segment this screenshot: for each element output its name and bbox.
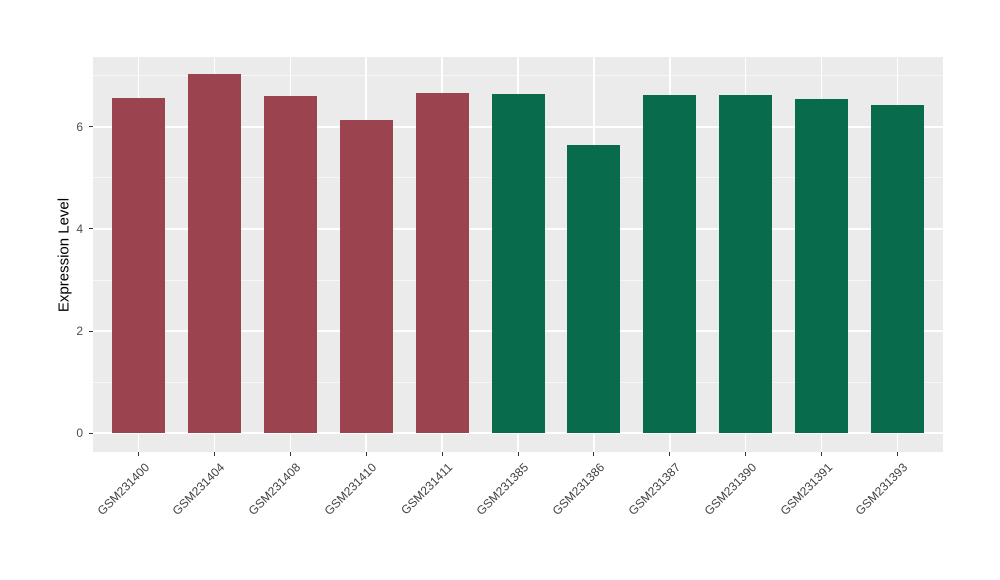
- x-tick: [593, 452, 595, 456]
- y-tick-label: 6: [76, 119, 83, 134]
- x-tick-label: GSM231393: [853, 460, 911, 518]
- bar-GSM231385: [491, 93, 545, 434]
- x-tick: [289, 452, 291, 456]
- bar-GSM231410: [339, 119, 393, 434]
- x-tick: [213, 452, 215, 456]
- bar-GSM231411: [415, 93, 469, 434]
- bar-GSM231391: [795, 99, 849, 434]
- y-tick: [89, 330, 93, 332]
- bar-GSM231393: [870, 105, 924, 434]
- y-tick: [89, 228, 93, 230]
- x-tick: [745, 452, 747, 456]
- x-tick-label: GSM231404: [170, 460, 228, 518]
- y-tick-label: 0: [76, 426, 83, 441]
- plot-panel: [93, 57, 943, 452]
- bar-GSM231387: [643, 94, 697, 434]
- x-tick-label: GSM231390: [701, 460, 759, 518]
- x-tick-label: GSM231410: [321, 460, 380, 518]
- bar-GSM231386: [567, 144, 621, 434]
- x-tick-label: GSM231391: [777, 460, 835, 518]
- x-tick: [669, 452, 671, 456]
- x-tick: [896, 452, 898, 456]
- x-tick: [138, 452, 140, 456]
- y-tick-label: 4: [76, 221, 83, 236]
- x-tick-label: GSM231411: [398, 460, 456, 518]
- x-tick-label: GSM231385: [473, 460, 532, 518]
- y-tick: [89, 126, 93, 128]
- x-tick-label: GSM231408: [245, 460, 304, 518]
- x-tick: [441, 452, 443, 456]
- y-axis-title: Expression Level: [55, 197, 73, 312]
- bar-GSM231400: [112, 97, 166, 434]
- x-tick-label: GSM231400: [94, 460, 152, 518]
- x-tick-label: GSM231387: [625, 460, 683, 518]
- y-tick: [89, 432, 93, 434]
- x-tick: [821, 452, 823, 456]
- bar-GSM231404: [187, 74, 241, 434]
- x-tick-label: GSM231386: [549, 460, 608, 518]
- x-tick: [365, 452, 367, 456]
- x-tick: [517, 452, 519, 456]
- y-tick-label: 2: [76, 324, 83, 339]
- bar-GSM231408: [263, 95, 317, 434]
- bar-GSM231390: [719, 94, 773, 434]
